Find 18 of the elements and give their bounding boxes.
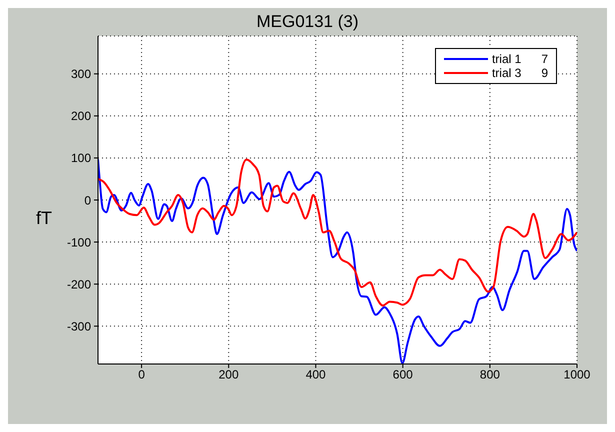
y-axis-title: fT	[36, 208, 52, 229]
legend-label: trial 3 9	[492, 66, 548, 80]
chart-title: MEG0131 (3)	[255, 12, 360, 32]
y-tick-label: 300	[70, 67, 92, 82]
y-tick-label: 0	[84, 193, 92, 208]
x-tick-label: 200	[218, 368, 239, 382]
y-tick-label: 100	[70, 151, 92, 166]
legend-label: trial 1 7	[492, 52, 548, 66]
x-tick-label: 0	[138, 368, 146, 382]
y-tick-label: -100	[66, 235, 92, 250]
x-tick-label: 600	[392, 368, 414, 382]
line-series	[98, 158, 577, 307]
x-tick-label: 400	[306, 368, 326, 382]
x-tick-label: 800	[480, 368, 500, 382]
x-tick-label: 1000	[564, 368, 591, 382]
y-tick-label: -200	[66, 277, 92, 292]
y-tick-label: 200	[70, 109, 92, 124]
y-tick-label: -300	[66, 319, 92, 334]
